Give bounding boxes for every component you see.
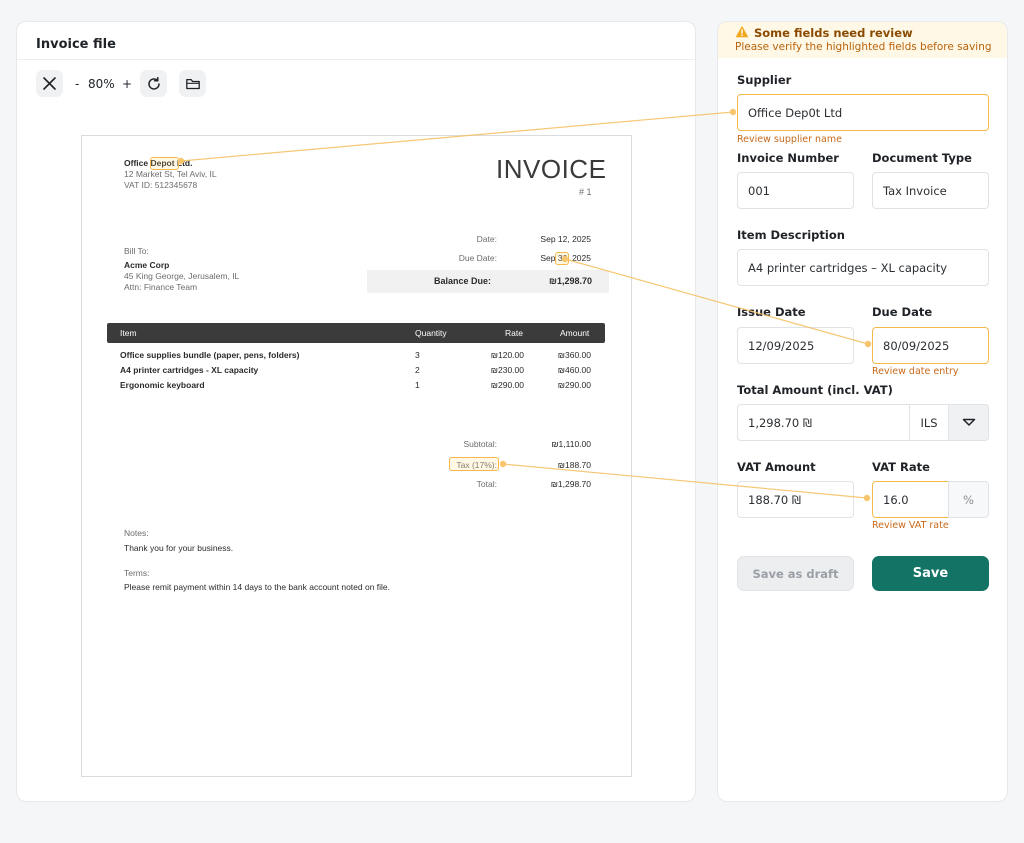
invoice-heading: INVOICE	[496, 154, 607, 184]
total-value: ₪1,298.70	[550, 479, 591, 489]
save-as-draft-button[interactable]: Save as draft	[737, 556, 854, 591]
vat-rate-hint: Review VAT rate	[872, 520, 949, 531]
date-label: Date:	[476, 234, 497, 244]
subtotal-value: ₪1,110.00	[551, 439, 591, 449]
document-type-input[interactable]: Tax Invoice	[872, 172, 989, 209]
zoom-level: 80%	[88, 77, 115, 91]
invoice-number-input[interactable]: 001	[737, 172, 854, 209]
item-row-3-qty: 1	[415, 380, 420, 390]
extraction-form-panel: Some fields need review Please verify th…	[717, 21, 1008, 802]
sender-address: 12 Market St, Tel Aviv, IL	[124, 169, 217, 179]
currency-value: ILS	[909, 404, 949, 441]
folder-icon	[185, 78, 200, 89]
item-row-3-amount: ₪290.00	[557, 380, 591, 390]
item-row-1-amount: ₪360.00	[557, 350, 591, 360]
tax-highlight-box	[449, 457, 499, 471]
zoom-in-button[interactable]: +	[122, 77, 133, 91]
close-icon	[43, 77, 56, 90]
item-row-1-qty: 3	[415, 350, 420, 360]
viewer-divider	[17, 59, 695, 60]
due-date-post: , 2025	[567, 253, 591, 263]
due-date-label: Due Date:	[458, 253, 497, 263]
terms-text: Please remit payment within 14 days to t…	[124, 582, 391, 592]
notes-text: Thank you for your business.	[124, 543, 234, 553]
items-table-header: Item Quantity Rate Amount	[107, 323, 605, 343]
total-label: Total:	[476, 479, 497, 489]
save-button[interactable]: Save	[872, 556, 989, 591]
item-row-2-rate: ₪230.00	[490, 365, 524, 375]
date-value: Sep 12, 2025	[540, 234, 591, 244]
balance-due-bar: Balance Due: ₪1,298.70	[367, 270, 609, 293]
balance-due-value: ₪1,298.70	[549, 276, 592, 286]
document-type-label: Document Type	[872, 151, 972, 165]
sender-name-post: Ltd.	[174, 158, 193, 168]
column-quantity: Quantity	[415, 328, 447, 338]
column-amount: Amount	[560, 328, 590, 338]
close-viewer-button[interactable]	[36, 70, 63, 97]
item-row-3-name: Ergonomic keyboard	[120, 380, 205, 390]
bill-to-address: 45 King George, Jerusalem, IL	[124, 271, 240, 281]
item-row-1-name: Office supplies bundle (paper, pens, fol…	[120, 350, 300, 360]
bill-to-label: Bill To:	[124, 246, 149, 256]
bill-to-name: Acme Corp	[124, 260, 170, 270]
vat-rate-unit: %	[948, 481, 989, 518]
notes-label: Notes:	[124, 528, 149, 538]
item-row-2-amount: ₪460.00	[557, 365, 591, 375]
alert-title: Some fields need review	[754, 26, 913, 40]
subtotal-label: Subtotal:	[463, 439, 497, 449]
due-date-highlight-box	[555, 252, 569, 265]
vat-rate-input[interactable]: 16.0	[872, 481, 949, 518]
rotate-button[interactable]	[140, 70, 167, 97]
tax-label: Tax (17%):	[456, 460, 497, 470]
item-description-label: Item Description	[737, 228, 845, 242]
column-rate: Rate	[505, 328, 523, 338]
item-row-1-rate: ₪120.00	[490, 350, 524, 360]
open-file-button[interactable]	[179, 70, 206, 97]
due-date-hint: Review date entry	[872, 366, 959, 377]
viewer-title: Invoice file	[36, 37, 116, 52]
invoice-viewer-panel: Invoice file - 80% + Office Depot Ltd. 1…	[16, 21, 696, 802]
sender-name-pre: Office	[124, 158, 151, 168]
rotate-icon	[147, 76, 160, 90]
review-alert: Some fields need review Please verify th…	[718, 22, 1007, 58]
item-description-input[interactable]: A4 printer cartridges – XL capacity	[737, 249, 989, 286]
vat-amount-input[interactable]: 188.70 ₪	[737, 481, 854, 518]
chevron-down-icon	[962, 418, 975, 426]
total-amount-label: Total Amount (incl. VAT)	[737, 383, 893, 397]
tax-value: ₪188.70	[557, 460, 591, 470]
due-date-label: Due Date	[872, 305, 933, 319]
vat-rate-label: VAT Rate	[872, 460, 930, 474]
total-amount-input[interactable]: 1,298.70 ₪	[737, 404, 910, 441]
bill-to-attn: Attn: Finance Team	[124, 282, 198, 292]
sender-vat: VAT ID: 512345678	[124, 180, 198, 190]
invoice-number-label: Invoice Number	[737, 151, 839, 165]
issue-date-input[interactable]: 12/09/2025	[737, 327, 854, 364]
item-row-3-rate: ₪290.00	[490, 380, 524, 390]
item-row-2-qty: 2	[415, 365, 420, 375]
sender-name-highlight: Depot	[150, 158, 175, 168]
column-item: Item	[120, 328, 137, 338]
zoom-out-button[interactable]: -	[75, 77, 80, 91]
vat-amount-label: VAT Amount	[737, 460, 816, 474]
item-row-2-name: A4 printer cartridges - XL capacity	[120, 365, 259, 375]
balance-due-label: Balance Due:	[434, 276, 492, 286]
invoice-number: # 1	[579, 187, 592, 197]
due-date-pre: Sep	[540, 253, 558, 263]
sender-name: Office Depot Ltd.	[124, 158, 193, 168]
due-date-input[interactable]: 80/09/2025	[872, 327, 989, 364]
invoice-document: Office Depot Ltd. 12 Market St, Tel Aviv…	[81, 135, 632, 777]
alert-message: Please verify the highlighted fields bef…	[735, 41, 992, 53]
supplier-label: Supplier	[737, 73, 792, 87]
warning-icon	[735, 25, 749, 38]
supplier-input[interactable]: Office Dep0t Ltd	[737, 94, 989, 131]
terms-label: Terms:	[124, 568, 150, 578]
currency-dropdown-button[interactable]	[948, 404, 989, 441]
issue-date-label: Issue Date	[737, 305, 806, 319]
supplier-hint: Review supplier name	[737, 134, 842, 145]
